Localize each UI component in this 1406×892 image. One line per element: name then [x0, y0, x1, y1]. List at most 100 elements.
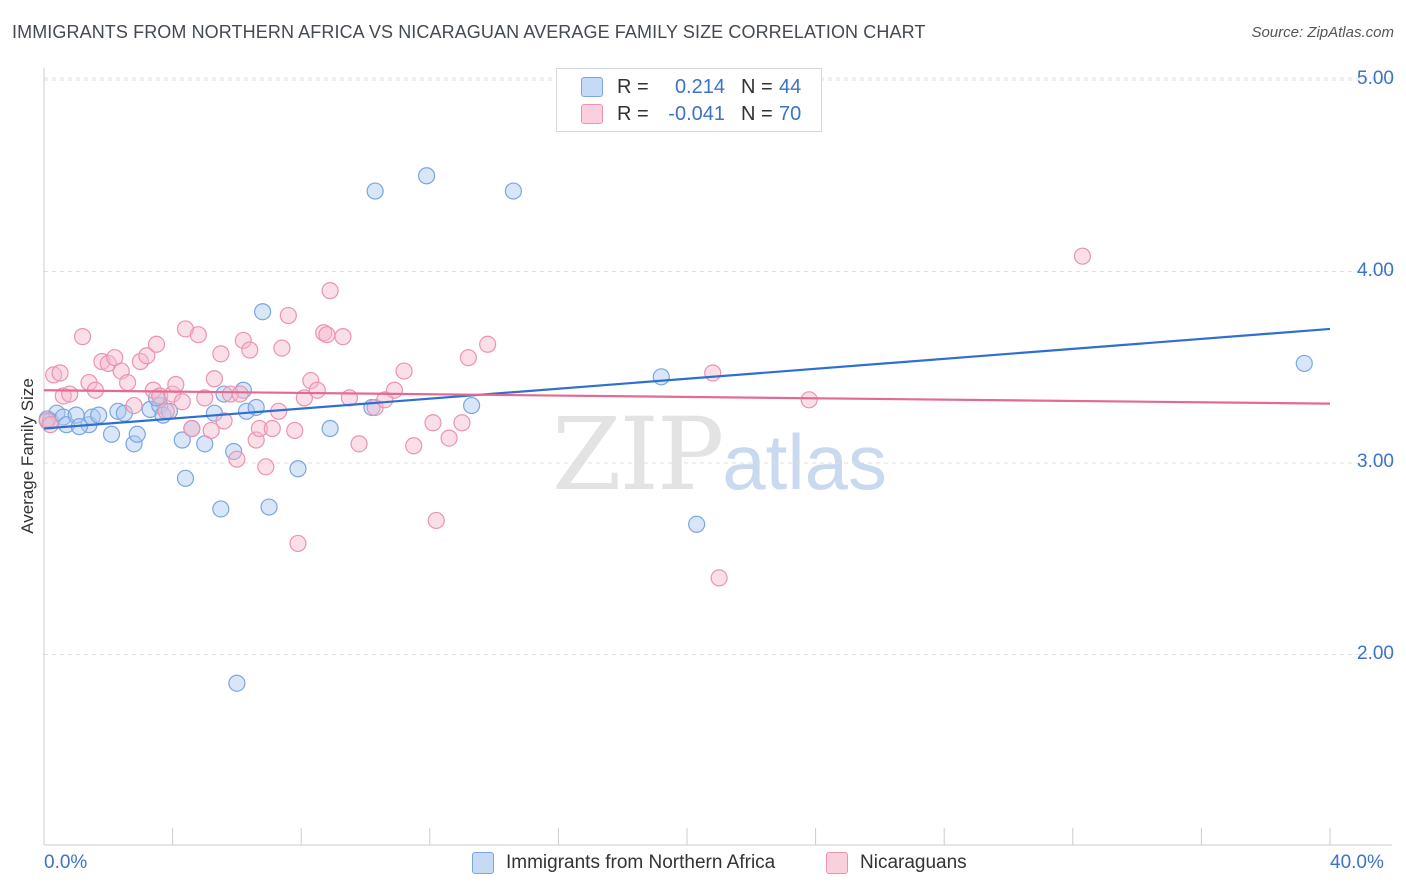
data-point-nicaraguans: [167, 375, 185, 394]
data-point-northern-africa: [254, 303, 272, 321]
data-point-nicaraguans: [257, 458, 275, 476]
bottom-legend-swatch-blue: [472, 852, 494, 874]
data-point-nicaraguans: [1073, 247, 1092, 265]
data-point-northern-africa: [688, 515, 706, 533]
data-point-nicaraguans: [99, 354, 117, 373]
data-point-nicaraguans: [228, 450, 246, 468]
data-point-northern-africa: [366, 182, 384, 200]
data-point-nicaraguans: [157, 402, 175, 420]
data-point-nicaraguans: [385, 381, 404, 399]
data-point-northern-africa: [462, 396, 481, 415]
data-point-nicaraguans: [41, 416, 60, 434]
data-point-nicaraguans: [125, 396, 143, 415]
data-point-northern-africa: [102, 425, 121, 443]
data-point-northern-africa: [109, 402, 127, 420]
bottom-legend-item-blue: Immigrants from Northern Africa: [472, 852, 775, 874]
data-point-nicaraguans: [710, 569, 728, 587]
data-point-northern-africa: [125, 435, 143, 453]
legend-n-label: N =: [741, 102, 773, 125]
bottom-legend-item-pink: Nicaraguans: [826, 852, 967, 874]
legend-n-label: N =: [741, 75, 773, 98]
data-point-nicaraguans: [241, 341, 259, 359]
data-point-nicaraguans: [51, 364, 69, 382]
chart-title: IMMIGRANTS FROM NORTHERN AFRICA VS NICAR…: [12, 22, 926, 42]
data-point-nicaraguans: [318, 326, 336, 344]
data-point-nicaraguans: [215, 412, 233, 430]
data-point-nicaraguans: [350, 435, 368, 453]
data-point-northern-africa: [176, 469, 195, 487]
data-point-nicaraguans: [250, 419, 269, 438]
data-point-nicaraguans: [334, 328, 352, 346]
watermark: ZIPatlas: [552, 396, 887, 513]
legend-row-blue: R = 0.214 N = 44: [581, 75, 801, 99]
legend-n-value: 44: [779, 75, 802, 98]
watermark-atlas: atlas: [722, 418, 888, 506]
data-point-nicaraguans: [440, 429, 458, 447]
data-point-nicaraguans: [183, 419, 201, 438]
chart-source: Source: ZipAtlas.com: [1251, 24, 1394, 41]
data-point-nicaraguans: [147, 335, 166, 353]
y-axis-label: Average Family Size: [18, 378, 37, 534]
legend-r-label: R =: [617, 75, 649, 98]
data-point-northern-africa: [228, 674, 246, 692]
trendline-nicaraguans: [43, 389, 1331, 405]
bottom-legend-label: Nicaraguans: [860, 852, 967, 873]
data-point-nicaraguans: [286, 421, 304, 440]
data-point-northern-africa: [289, 460, 307, 478]
data-point-northern-africa: [321, 419, 339, 438]
legend-swatch-blue: [581, 77, 603, 97]
data-point-nicaraguans: [93, 352, 111, 371]
data-point-nicaraguans: [221, 385, 240, 403]
data-point-nicaraguans: [279, 306, 297, 325]
data-point-northern-africa: [212, 500, 230, 518]
y-tick-label: 3.00: [1357, 451, 1394, 472]
data-point-nicaraguans: [263, 419, 281, 438]
data-point-nicaraguans: [54, 387, 72, 405]
correlation-legend: R = 0.214 N = 44 R = -0.041 N = 70: [556, 68, 822, 132]
data-point-nicaraguans: [189, 326, 207, 344]
data-point-nicaraguans: [405, 437, 423, 455]
legend-r-value: -0.041: [668, 102, 725, 125]
trendline-northern-africa: [43, 327, 1331, 430]
data-point-nicaraguans: [196, 389, 214, 407]
data-point-nicaraguans: [202, 421, 220, 440]
data-point-nicaraguans: [289, 534, 307, 553]
y-tick-label: 4.00: [1357, 259, 1394, 281]
data-point-northern-africa: [260, 498, 278, 516]
legend-r-value: 0.214: [674, 75, 725, 98]
data-point-northern-africa: [504, 182, 522, 200]
legend-r-label: R =: [617, 102, 649, 125]
data-point-northern-africa: [652, 368, 670, 386]
data-point-nicaraguans: [212, 345, 230, 363]
data-point-nicaraguans: [138, 347, 156, 365]
data-point-nicaraguans: [118, 373, 137, 392]
legend-swatch-pink: [581, 104, 603, 124]
data-point-nicaraguans: [73, 328, 92, 346]
data-point-nicaraguans: [424, 414, 442, 432]
bottom-legend-label: Immigrants from Northern Africa: [506, 852, 776, 873]
data-point-nicaraguans: [479, 335, 497, 353]
data-point-nicaraguans: [459, 349, 477, 367]
data-point-nicaraguans: [231, 385, 249, 403]
data-point-nicaraguans: [321, 282, 339, 300]
data-point-northern-africa: [417, 167, 436, 185]
data-point-nicaraguans: [45, 366, 63, 384]
legend-row-pink: R = -0.041 N = 70: [581, 102, 801, 126]
data-point-nicaraguans: [61, 385, 79, 403]
legend-n-value: 70: [779, 102, 802, 125]
x-tick-label-min: 0.0%: [44, 852, 88, 873]
y-tick-label: 5.00: [1357, 68, 1394, 89]
data-point-nicaraguans: [234, 331, 252, 350]
data-point-northern-africa: [173, 431, 191, 449]
data-point-nicaraguans: [302, 372, 320, 390]
data-point-northern-africa: [128, 425, 146, 443]
data-point-nicaraguans: [273, 339, 291, 357]
data-point-nicaraguans: [308, 381, 326, 399]
data-point-northern-africa: [90, 406, 108, 424]
data-point-nicaraguans: [453, 414, 471, 432]
data-point-nicaraguans: [704, 364, 722, 382]
bottom-legend-swatch-pink: [826, 852, 848, 874]
y-tick-label: 2.00: [1357, 642, 1394, 664]
data-point-nicaraguans: [395, 362, 413, 380]
